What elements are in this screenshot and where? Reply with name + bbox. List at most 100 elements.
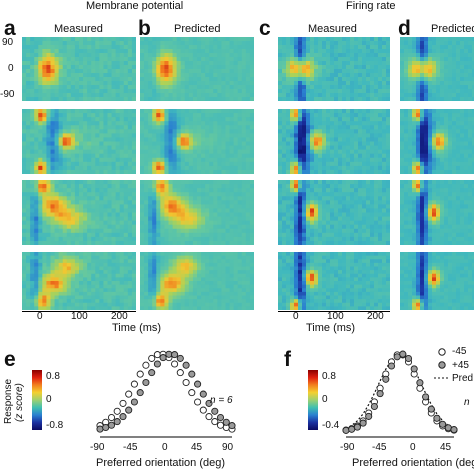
heatmap-r1-c4 [400, 37, 474, 101]
colorbar-e-tick-low: -0.8 [46, 420, 64, 431]
tuning-point-s2-23 [222, 418, 230, 426]
subtitle-predicted-d: Predicted [431, 23, 474, 35]
tuning-point-s1-22 [216, 421, 225, 429]
tuning-plot-f [342, 340, 474, 440]
tuning-point-s2-3 [107, 421, 116, 429]
tuning-point-s1-15 [176, 369, 184, 377]
heatmap-r3-c1 [22, 180, 136, 245]
colorbar-e-tick-high: 0.8 [46, 371, 60, 382]
colorbar-e [32, 370, 42, 430]
tuning-point-s2-2 [102, 423, 110, 432]
f-legend-3: Pred [452, 373, 474, 384]
f-legend-markers [434, 348, 450, 379]
tuning-point-s2-11 [399, 350, 407, 358]
y-tick-0: 0 [8, 63, 14, 74]
heatmap-r4-c1 [22, 252, 136, 310]
tuning-point-s2-18 [439, 420, 447, 428]
tuning-point-s1-16 [182, 378, 190, 387]
tuning-point-s2-22 [216, 413, 225, 422]
time-axis-line-1 [22, 311, 136, 312]
heatmap-r2-c2 [140, 109, 254, 174]
tuning-point-s2-7 [130, 398, 138, 406]
heatmap-r3-c4 [400, 180, 474, 245]
tuning-point-s1-8 [136, 370, 144, 378]
time-tick-1-3: 200 [111, 311, 128, 322]
heatmap-r2-c3 [278, 109, 390, 174]
panel-letter-a: a [4, 17, 16, 40]
tuning-point-s1-9 [142, 361, 150, 369]
heatmap-r1-c3 [278, 37, 390, 101]
f-xtick-1: -45 [372, 442, 387, 453]
tuning-point-s2-16 [182, 361, 190, 369]
tuning-point-s2-19 [199, 390, 207, 398]
tuning-point-s2-21 [211, 407, 219, 415]
tuning-point-s1-7 [130, 380, 138, 388]
heatmap-r4-c2 [140, 252, 254, 310]
tuning-point-s2-18 [194, 380, 202, 388]
legend-marker-2 [438, 361, 446, 369]
panel-letter-b: b [138, 17, 151, 40]
e-xtick-0: -90 [90, 442, 105, 453]
e-xtick-1: -45 [123, 442, 138, 453]
tuning-point-s2-14 [171, 351, 179, 359]
tuning-point-s2-4 [359, 419, 367, 427]
e-xtick-2: 0 [162, 442, 168, 453]
tuning-point-s2-13 [410, 365, 418, 373]
tuning-point-s2-11 [153, 360, 161, 368]
e-xtick-3: 45 [191, 442, 203, 453]
time-tick-2-1: 0 [293, 311, 299, 322]
heatmap-r2-c4 [400, 109, 474, 174]
y-tick-90: 90 [2, 37, 14, 48]
colorbar-f-tick-zero: 0 [322, 394, 328, 405]
f-xtick-3: 45 [440, 442, 452, 453]
y-tick-minus-90: -90 [0, 89, 15, 100]
time-tick-2-2: 100 [327, 311, 344, 322]
n-label-e: n = 6 [210, 395, 233, 406]
tuning-point-s2-3 [353, 423, 361, 431]
time-tick-2-3: 200 [367, 311, 384, 322]
colorbar-label: Response (z score) [2, 362, 25, 432]
colorbar-f-tick-low: -0.4 [322, 420, 340, 431]
tuning-point-s1-20 [205, 413, 213, 421]
tuning-point-s2-8 [136, 389, 144, 397]
tuning-point-s2-10 [148, 369, 156, 377]
heatmap-r4-c3 [278, 252, 390, 310]
heatmap-r2-c1 [22, 109, 136, 174]
f-legend-1: -45 [452, 346, 467, 357]
header-firing-rate: Firing rate [346, 0, 396, 12]
tuning-point-s2-1 [96, 425, 104, 433]
panel-letter-e: e [4, 348, 16, 371]
subtitle-measured-a: Measured [54, 23, 103, 35]
tuning-point-s1-10 [148, 354, 156, 362]
tuning-point-s1-5 [119, 399, 127, 407]
tuning-point-s1-3 [107, 413, 116, 422]
f-xtick-0: -90 [340, 442, 355, 453]
tuning-point-s1-14 [171, 360, 179, 368]
tuning-point-s2-5 [365, 412, 373, 420]
tuning-point-s2-8 [382, 375, 390, 383]
tuning-point-s1-4 [113, 407, 121, 415]
heatmap-r3-c3 [278, 180, 390, 245]
predicted-dotted-curve [345, 354, 455, 430]
panel-letter-f: f [284, 348, 291, 371]
tuning-point-s2-6 [125, 406, 133, 414]
tuning-point-s2-20 [450, 426, 458, 434]
heatmap-r1-c1 [22, 37, 136, 101]
tuning-point-s2-24 [228, 422, 236, 430]
e-xtick-4: 90 [222, 442, 234, 453]
tuning-point-s2-16 [427, 405, 435, 413]
f-xlabel: Preferred orientation (deg) [352, 457, 474, 469]
tuning-point-s2-5 [119, 413, 127, 421]
subtitle-predicted-b: Predicted [174, 23, 221, 35]
heatmap-r4-c4 [400, 252, 474, 310]
f-legend-2: +45 [452, 360, 469, 371]
tuning-point-s2-4 [113, 418, 121, 426]
tuning-point-s2-7 [376, 390, 384, 398]
legend-marker-1 [438, 348, 446, 356]
tuning-point-s1-18 [194, 398, 202, 406]
panel-letter-c: c [259, 17, 271, 40]
subtitle-measured-c: Measured [308, 23, 357, 35]
time-tick-1-1: 0 [37, 311, 43, 322]
tuning-plot-e [96, 340, 236, 440]
tuning-point-s2-15 [422, 393, 430, 401]
